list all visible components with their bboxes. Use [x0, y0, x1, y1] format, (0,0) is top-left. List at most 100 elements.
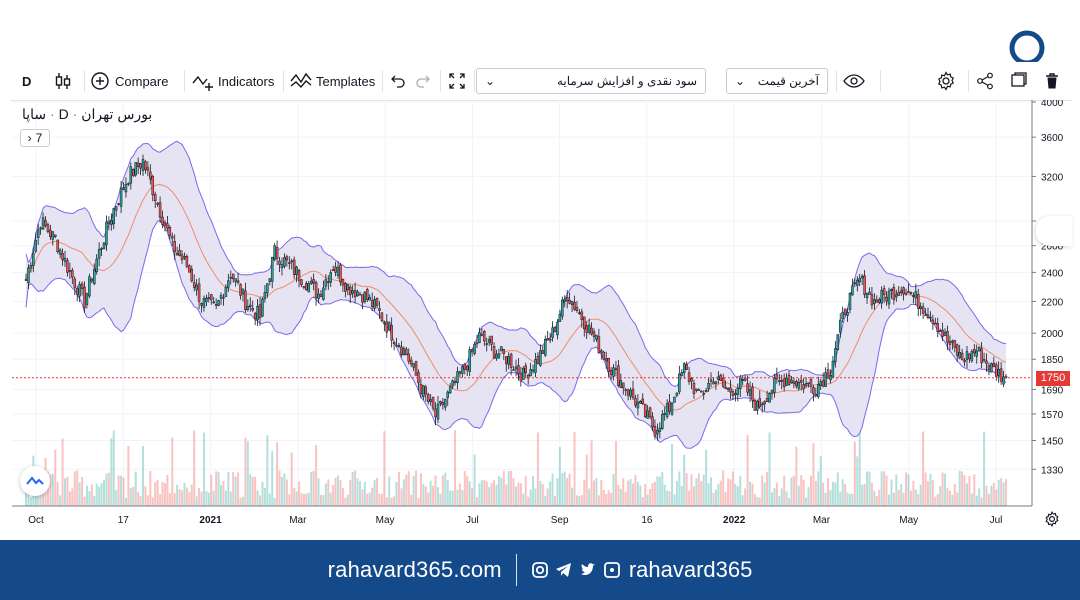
share-button[interactable]	[976, 62, 994, 100]
volume-bar	[944, 473, 947, 506]
candle-body	[483, 331, 486, 342]
volume-bar	[132, 486, 135, 506]
study-select[interactable]: ⌄ سود نقدی و افزایش سرمایه	[476, 68, 706, 94]
volume-bar	[775, 482, 778, 506]
settings-button[interactable]	[936, 62, 956, 100]
aparat-icon[interactable]	[603, 561, 621, 579]
candle-body	[183, 256, 186, 259]
indicators-button[interactable]: Indicators	[192, 62, 274, 100]
candle-body	[363, 291, 367, 302]
candle-body	[617, 365, 620, 386]
axis-settings-button[interactable]	[1044, 511, 1060, 532]
fullscreen-button[interactable]	[448, 62, 466, 100]
volume-bar	[446, 479, 449, 506]
candle-body	[356, 291, 359, 297]
volume-bar	[25, 486, 27, 506]
indicators-label: Indicators	[218, 73, 275, 89]
redo-button[interactable]	[415, 62, 431, 100]
volume-bar	[961, 471, 964, 506]
candle-body	[27, 267, 30, 284]
candle-body	[66, 260, 69, 273]
volume-bar	[646, 494, 649, 506]
volume-bar	[473, 454, 476, 506]
candle-body	[592, 331, 596, 337]
candle-body	[395, 344, 398, 347]
candle-body	[24, 279, 28, 281]
candle-body	[32, 252, 35, 266]
volume-bar	[90, 484, 93, 506]
time-tick-label: 16	[641, 515, 653, 526]
candle-body	[253, 313, 257, 319]
volume-bar	[773, 488, 776, 506]
candle-body	[948, 341, 952, 345]
interval-button[interactable]: D	[22, 73, 32, 89]
volume-bar	[254, 476, 257, 506]
undo-button[interactable]	[390, 62, 406, 100]
candle-body	[661, 414, 664, 429]
candle-body	[780, 380, 783, 382]
volume-bar	[266, 435, 269, 506]
volume-bar	[551, 473, 554, 506]
volume-bar	[385, 497, 388, 506]
volume-bar	[478, 483, 481, 506]
volume-bar	[202, 432, 205, 506]
candle-body	[544, 338, 547, 356]
volume-bar	[54, 449, 57, 506]
tradingview-logo-button[interactable]	[20, 466, 50, 496]
candle-body	[370, 300, 374, 307]
scale-handle[interactable]	[1036, 216, 1072, 246]
gear-icon	[1045, 511, 1059, 527]
volume-bar	[388, 476, 391, 506]
volume-bar	[641, 497, 644, 506]
study-select-value: سود نقدی و افزایش سرمایه	[556, 74, 697, 88]
price-chart[interactable]: 4000360032002800260024002200200018501690…	[0, 100, 1080, 540]
time-tick-label: May	[899, 515, 918, 526]
candle-body	[73, 278, 77, 288]
candles-icon[interactable]	[54, 62, 72, 100]
volume-bar	[880, 471, 883, 506]
candle-body	[943, 331, 947, 336]
templates-button[interactable]: Templates	[290, 62, 375, 100]
price-type-value: آخرین قیمت	[757, 74, 819, 88]
instagram-icon[interactable]	[531, 561, 549, 579]
volume-bar	[607, 490, 610, 506]
visibility-button[interactable]	[843, 62, 865, 100]
volume-bar	[220, 485, 223, 506]
candle-body	[619, 380, 623, 389]
volume-bar	[731, 471, 734, 506]
candle-body	[68, 270, 72, 272]
twitter-icon[interactable]	[579, 561, 597, 579]
candle-body	[590, 327, 593, 335]
candle-body	[734, 393, 737, 396]
volume-bar	[129, 488, 132, 506]
volume-bar	[588, 488, 591, 506]
volume-bar	[807, 486, 810, 506]
candle-body	[339, 264, 342, 283]
share-icon	[977, 72, 993, 90]
candle-body	[346, 284, 350, 291]
layout-icon[interactable]	[1010, 71, 1028, 89]
volume-bar	[895, 474, 898, 506]
volume-bar	[912, 480, 915, 506]
candle-body	[136, 162, 140, 167]
legend-collapse-button[interactable]: › 7	[20, 129, 50, 147]
compare-button[interactable]: Compare	[90, 62, 168, 100]
volume-bar	[302, 493, 305, 506]
candle-body	[514, 366, 518, 370]
volume-bar	[741, 495, 744, 506]
volume-bar	[519, 483, 522, 506]
price-type-select[interactable]: ⌄ آخرین قیمت	[726, 68, 828, 94]
candle-body	[887, 290, 891, 305]
candle-body	[163, 222, 167, 226]
volume-bar	[919, 484, 922, 506]
volume-bar	[103, 480, 106, 506]
telegram-icon[interactable]	[555, 561, 573, 579]
volume-bar	[505, 484, 508, 506]
volume-bar	[729, 479, 732, 506]
volume-bar	[924, 472, 927, 506]
candle-body	[951, 340, 954, 343]
volume-bar	[736, 486, 739, 506]
trash-icon[interactable]	[1044, 72, 1060, 90]
volume-bar	[397, 471, 400, 506]
volume-bar	[407, 471, 410, 506]
